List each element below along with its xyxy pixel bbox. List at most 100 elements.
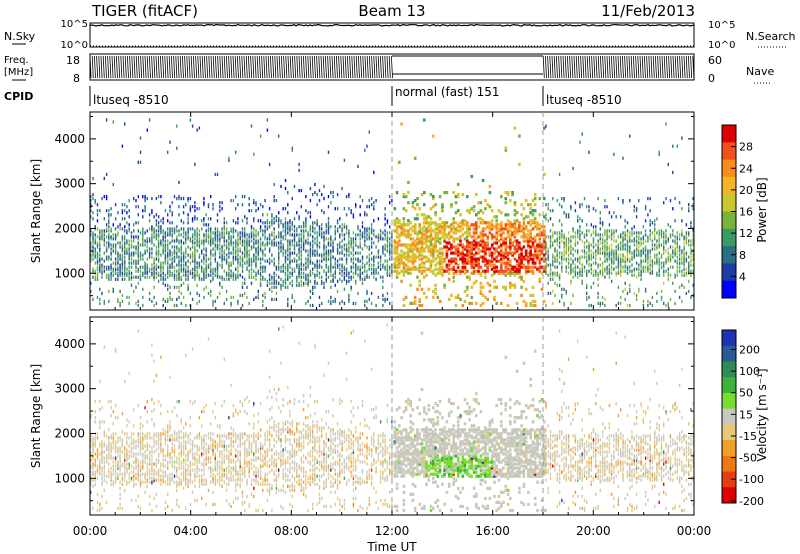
- power-cell: [139, 160, 142, 164]
- power-cell: [506, 191, 510, 195]
- power-cell: [506, 303, 510, 308]
- power-cell: [524, 267, 528, 271]
- power-cell: [642, 267, 645, 271]
- power-cell: [282, 225, 284, 229]
- power-cell: [543, 225, 546, 229]
- power-cell: [300, 237, 302, 241]
- power-cell: [586, 245, 588, 249]
- power-cell: [513, 265, 517, 269]
- power-cell: [692, 257, 694, 261]
- power-cell: [472, 265, 476, 269]
- power-cell: [404, 233, 408, 237]
- power-cell: [504, 191, 508, 195]
- power-cell: [486, 221, 489, 225]
- power-cell: [522, 255, 526, 259]
- power-cell: [196, 207, 198, 211]
- power-cell: [300, 279, 302, 283]
- power-cell: [581, 255, 583, 259]
- power-cell: [216, 245, 219, 249]
- power-cell: [137, 249, 139, 253]
- power-cell: [223, 301, 225, 305]
- power-cell: [282, 243, 284, 247]
- power-cell: [398, 160, 401, 164]
- velocity-cell: [114, 458, 117, 462]
- power-cell: [318, 231, 321, 235]
- power-cell: [357, 267, 359, 271]
- power-cell: [361, 277, 364, 281]
- power-cell: [409, 301, 412, 305]
- power-cell: [289, 239, 291, 243]
- power-cell: [268, 221, 271, 225]
- velocity-cell: [119, 480, 121, 484]
- power-cell: [436, 249, 440, 253]
- power-cell: [176, 245, 178, 249]
- power-cell: [429, 259, 433, 263]
- power-cell: [504, 273, 508, 277]
- power-cell: [413, 265, 417, 269]
- power-cell: [606, 269, 608, 273]
- power-cell: [128, 227, 130, 231]
- power-cell: [153, 265, 155, 269]
- power-cell: [293, 269, 296, 273]
- power-cell: [96, 235, 99, 239]
- velocity-cell: [94, 470, 96, 474]
- power-cell: [96, 261, 99, 265]
- power-cell: [287, 243, 289, 247]
- power-cell: [341, 233, 343, 237]
- power-cell: [595, 253, 597, 257]
- power-cell: [549, 291, 552, 295]
- power-cell: [626, 271, 629, 275]
- power-cell: [579, 225, 581, 229]
- power-cell: [676, 251, 678, 255]
- power-cell: [377, 265, 380, 269]
- power-cell: [275, 243, 278, 247]
- power-cell: [633, 249, 635, 253]
- power-cell: [395, 271, 399, 275]
- power-cell: [531, 265, 535, 269]
- power-cell: [187, 217, 189, 221]
- power-cell: [407, 271, 410, 275]
- power-cell: [345, 249, 348, 253]
- power-cell: [432, 245, 435, 249]
- power-cell: [420, 257, 424, 261]
- power-cell: [613, 235, 615, 239]
- power-cell: [176, 297, 178, 301]
- power-cell: [647, 255, 649, 259]
- power-cell: [232, 273, 235, 277]
- power-cell: [327, 205, 330, 209]
- power-cell: [334, 225, 336, 229]
- power-cell: [128, 257, 130, 261]
- power-cell: [307, 265, 309, 269]
- power-cell: [644, 259, 647, 263]
- power-cell: [103, 251, 105, 255]
- power-cell: [690, 255, 692, 259]
- power-cell: [348, 233, 350, 237]
- power-cell: [425, 235, 428, 239]
- power-cell: [402, 231, 406, 235]
- power-cell: [472, 263, 476, 267]
- power-cell: [133, 275, 135, 279]
- power-cell: [504, 261, 508, 265]
- power-cell: [235, 150, 237, 154]
- power-cell: [318, 241, 321, 245]
- power-cell: [411, 257, 415, 261]
- power-cell: [545, 203, 547, 207]
- power-cell: [599, 241, 601, 245]
- power-cell: [463, 259, 467, 263]
- power-cell: [139, 277, 142, 281]
- power-cell: [556, 243, 558, 247]
- power-cell: [196, 241, 198, 245]
- power-cell: [493, 247, 496, 251]
- power-cell: [610, 253, 613, 257]
- power-cell: [454, 303, 458, 308]
- power-cell: [330, 255, 332, 259]
- power-cell: [583, 197, 586, 201]
- power-cell: [635, 261, 638, 265]
- power-cell: [323, 285, 325, 289]
- power-cell: [407, 180, 410, 185]
- power-cell: [255, 249, 257, 253]
- power-cell: [604, 245, 606, 249]
- power-cell: [518, 269, 521, 273]
- power-cell: [368, 130, 370, 134]
- power-cell: [622, 201, 624, 205]
